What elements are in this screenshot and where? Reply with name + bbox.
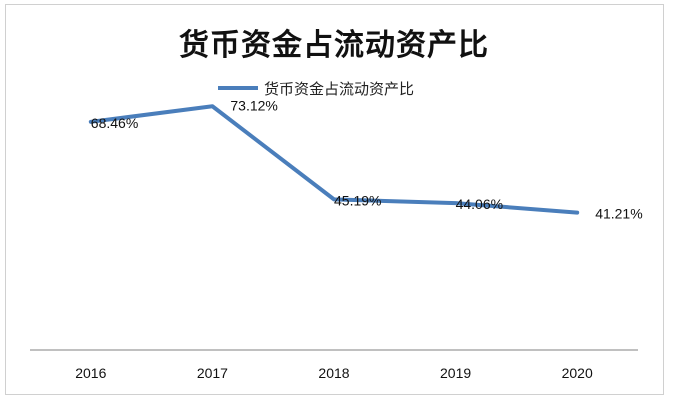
legend-line-swatch	[218, 86, 258, 90]
data-label: 68.46%	[91, 115, 138, 131]
data-label: 45.19%	[334, 192, 381, 208]
x-tick-label: 2017	[197, 365, 228, 381]
data-label: 73.12%	[230, 97, 277, 113]
legend: 货币资金占流动资产比	[218, 76, 414, 100]
x-tick-label: 2018	[318, 365, 349, 381]
chart-title: 货币资金占流动资产比	[179, 28, 489, 63]
data-label: 41.21%	[595, 206, 642, 222]
x-tick-label: 2020	[562, 365, 593, 381]
x-tick-label: 2016	[75, 365, 106, 381]
x-tick-label: 2019	[440, 365, 471, 381]
data-label: 44.06%	[456, 196, 503, 212]
series-line	[88, 104, 580, 215]
legend-label: 货币资金占流动资产比	[264, 79, 415, 98]
